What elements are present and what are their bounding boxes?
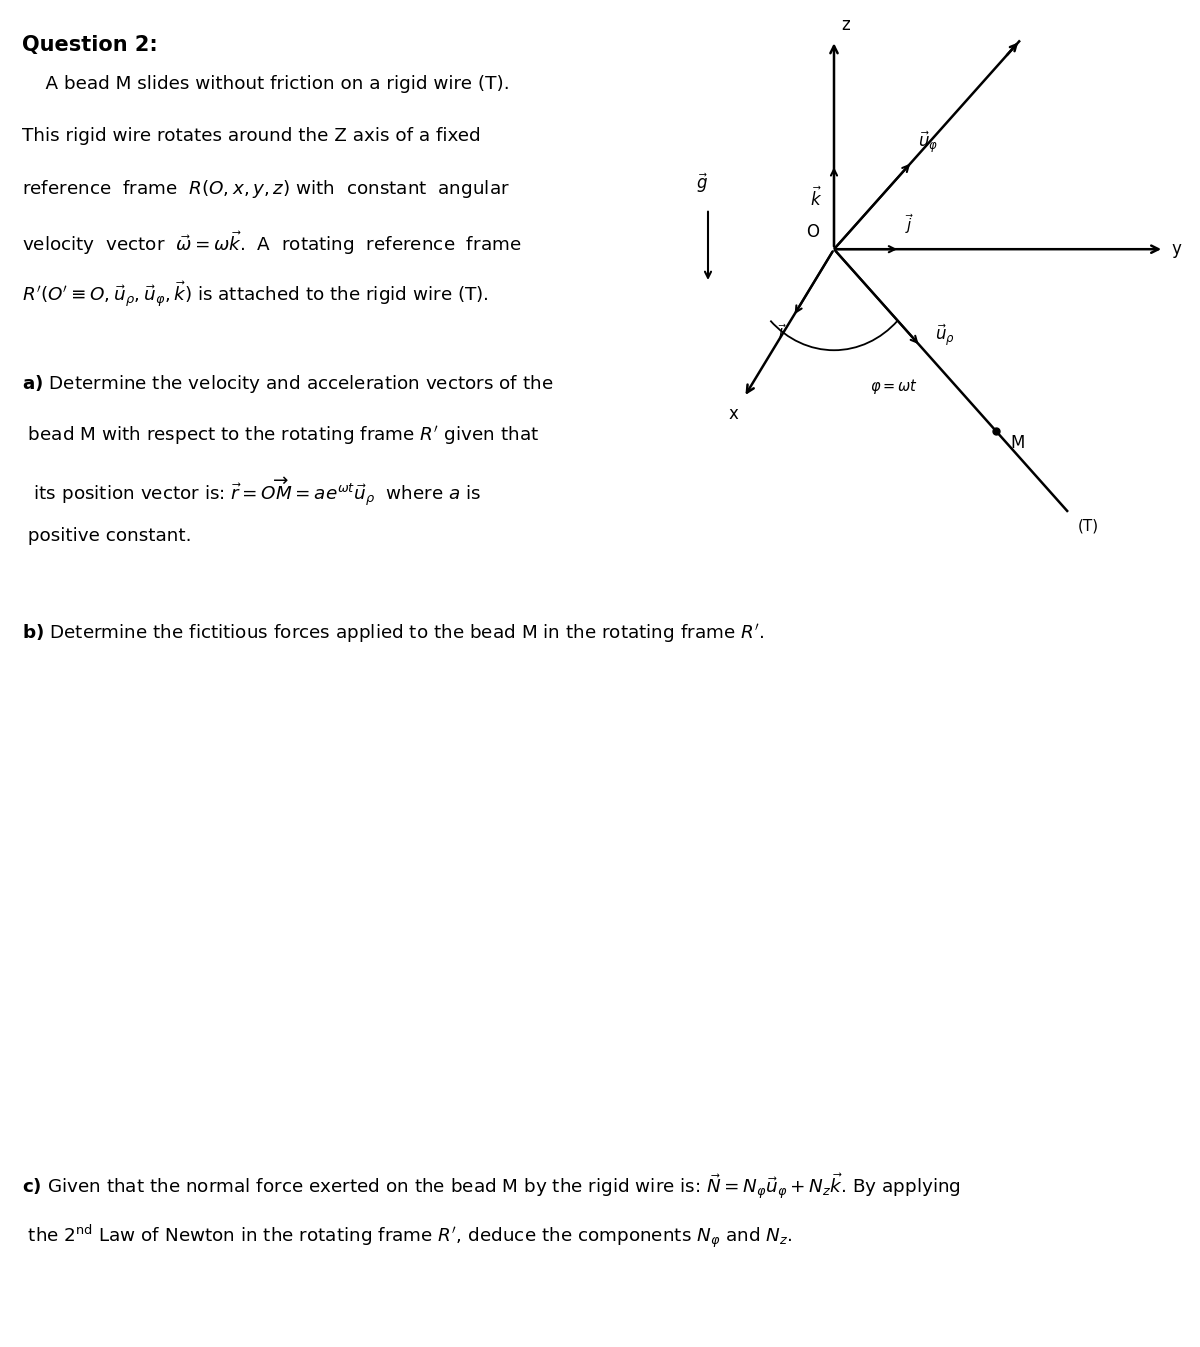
Text: z: z — [841, 16, 850, 34]
Text: $\vec{j}$: $\vec{j}$ — [905, 211, 914, 236]
Text: $\vec{\imath}$: $\vec{\imath}$ — [779, 323, 787, 341]
Text: $\varphi = \omega t$: $\varphi = \omega t$ — [870, 377, 918, 396]
Text: reference  frame  $R(O, x, y, z)$ with  constant  angular: reference frame $R(O, x, y, z)$ with con… — [22, 178, 509, 199]
Text: This rigid wire rotates around the Z axis of a fixed: This rigid wire rotates around the Z axi… — [22, 127, 480, 144]
Text: $\vec{k}$: $\vec{k}$ — [810, 186, 822, 210]
Text: M: M — [1010, 434, 1025, 451]
Text: $\vec{g}$: $\vec{g}$ — [696, 172, 708, 195]
Text: $\mathbf{a)}$ Determine the velocity and acceleration vectors of the: $\mathbf{a)}$ Determine the velocity and… — [22, 373, 553, 395]
Text: A bead M slides without friction on a rigid wire (T).: A bead M slides without friction on a ri… — [22, 75, 509, 93]
Text: $\mathbf{b)}$ Determine the fictitious forces applied to the bead M in the rotat: $\mathbf{b)}$ Determine the fictitious f… — [22, 622, 764, 645]
Text: (T): (T) — [1078, 519, 1099, 533]
Text: $R'(O' \equiv O, \vec{u}_{\rho}, \vec{u}_{\varphi}, \vec{k})$ is attached to the: $R'(O' \equiv O, \vec{u}_{\rho}, \vec{u}… — [22, 280, 488, 310]
Text: its position vector is: $\vec{r} = \overrightarrow{OM} = ae^{\omega t} \vec{u}_{: its position vector is: $\vec{r} = \over… — [22, 475, 481, 509]
Text: Question 2:: Question 2: — [22, 35, 157, 55]
Text: the 2$^{\mathrm{nd}}$ Law of Newton in the rotating frame $R'$, deduce the compo: the 2$^{\mathrm{nd}}$ Law of Newton in t… — [22, 1223, 792, 1250]
Text: y: y — [1171, 240, 1181, 259]
Text: O: O — [806, 224, 820, 241]
Text: positive constant.: positive constant. — [22, 527, 191, 544]
Text: x: x — [728, 405, 738, 423]
Text: bead M with respect to the rotating frame $R'$ given that: bead M with respect to the rotating fram… — [22, 424, 539, 447]
Text: $\vec{u}_{\varphi}$: $\vec{u}_{\varphi}$ — [918, 129, 938, 155]
Text: $\vec{u}_{\rho}$: $\vec{u}_{\rho}$ — [935, 322, 955, 349]
Text: $\mathbf{c)}$ Given that the normal force exerted on the bead M by the rigid wir: $\mathbf{c)}$ Given that the normal forc… — [22, 1172, 960, 1202]
Text: velocity  vector  $\vec{\omega} = \omega\vec{k}$.  A  rotating  reference  frame: velocity vector $\vec{\omega} = \omega\v… — [22, 229, 521, 257]
